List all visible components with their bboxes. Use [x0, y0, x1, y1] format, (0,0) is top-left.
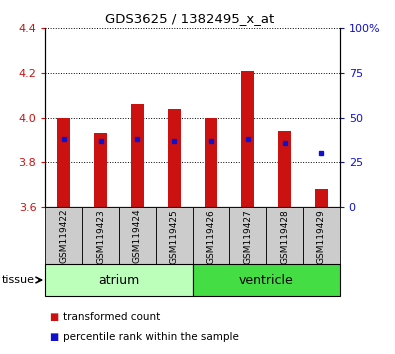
- Text: atrium: atrium: [98, 274, 139, 286]
- Bar: [94, 133, 107, 207]
- Bar: [241, 71, 254, 207]
- FancyBboxPatch shape: [303, 207, 340, 264]
- Text: GDS3625 / 1382495_x_at: GDS3625 / 1382495_x_at: [105, 12, 274, 25]
- Text: GSM119424: GSM119424: [133, 209, 142, 263]
- Bar: [205, 118, 217, 207]
- Text: GSM119427: GSM119427: [243, 209, 252, 263]
- Text: ■: ■: [49, 332, 58, 342]
- FancyBboxPatch shape: [193, 207, 229, 264]
- Text: tissue: tissue: [2, 275, 35, 285]
- Text: percentile rank within the sample: percentile rank within the sample: [63, 332, 239, 342]
- FancyBboxPatch shape: [266, 207, 303, 264]
- Bar: [168, 109, 181, 207]
- Bar: [131, 104, 144, 207]
- Text: ■: ■: [49, 312, 58, 322]
- FancyBboxPatch shape: [45, 207, 82, 264]
- FancyBboxPatch shape: [82, 207, 119, 264]
- FancyBboxPatch shape: [229, 207, 266, 264]
- Text: GSM119429: GSM119429: [317, 209, 326, 263]
- Bar: [278, 131, 291, 207]
- FancyBboxPatch shape: [193, 264, 340, 296]
- Text: GSM119425: GSM119425: [170, 209, 179, 263]
- FancyBboxPatch shape: [45, 264, 193, 296]
- FancyBboxPatch shape: [119, 207, 156, 264]
- Text: ventricle: ventricle: [239, 274, 293, 286]
- Text: transformed count: transformed count: [63, 312, 160, 322]
- Bar: [57, 118, 70, 207]
- Text: GSM119423: GSM119423: [96, 209, 105, 263]
- FancyBboxPatch shape: [156, 207, 193, 264]
- Text: GSM119422: GSM119422: [59, 209, 68, 263]
- Bar: [315, 189, 328, 207]
- Text: GSM119426: GSM119426: [207, 209, 215, 263]
- Text: GSM119428: GSM119428: [280, 209, 289, 263]
